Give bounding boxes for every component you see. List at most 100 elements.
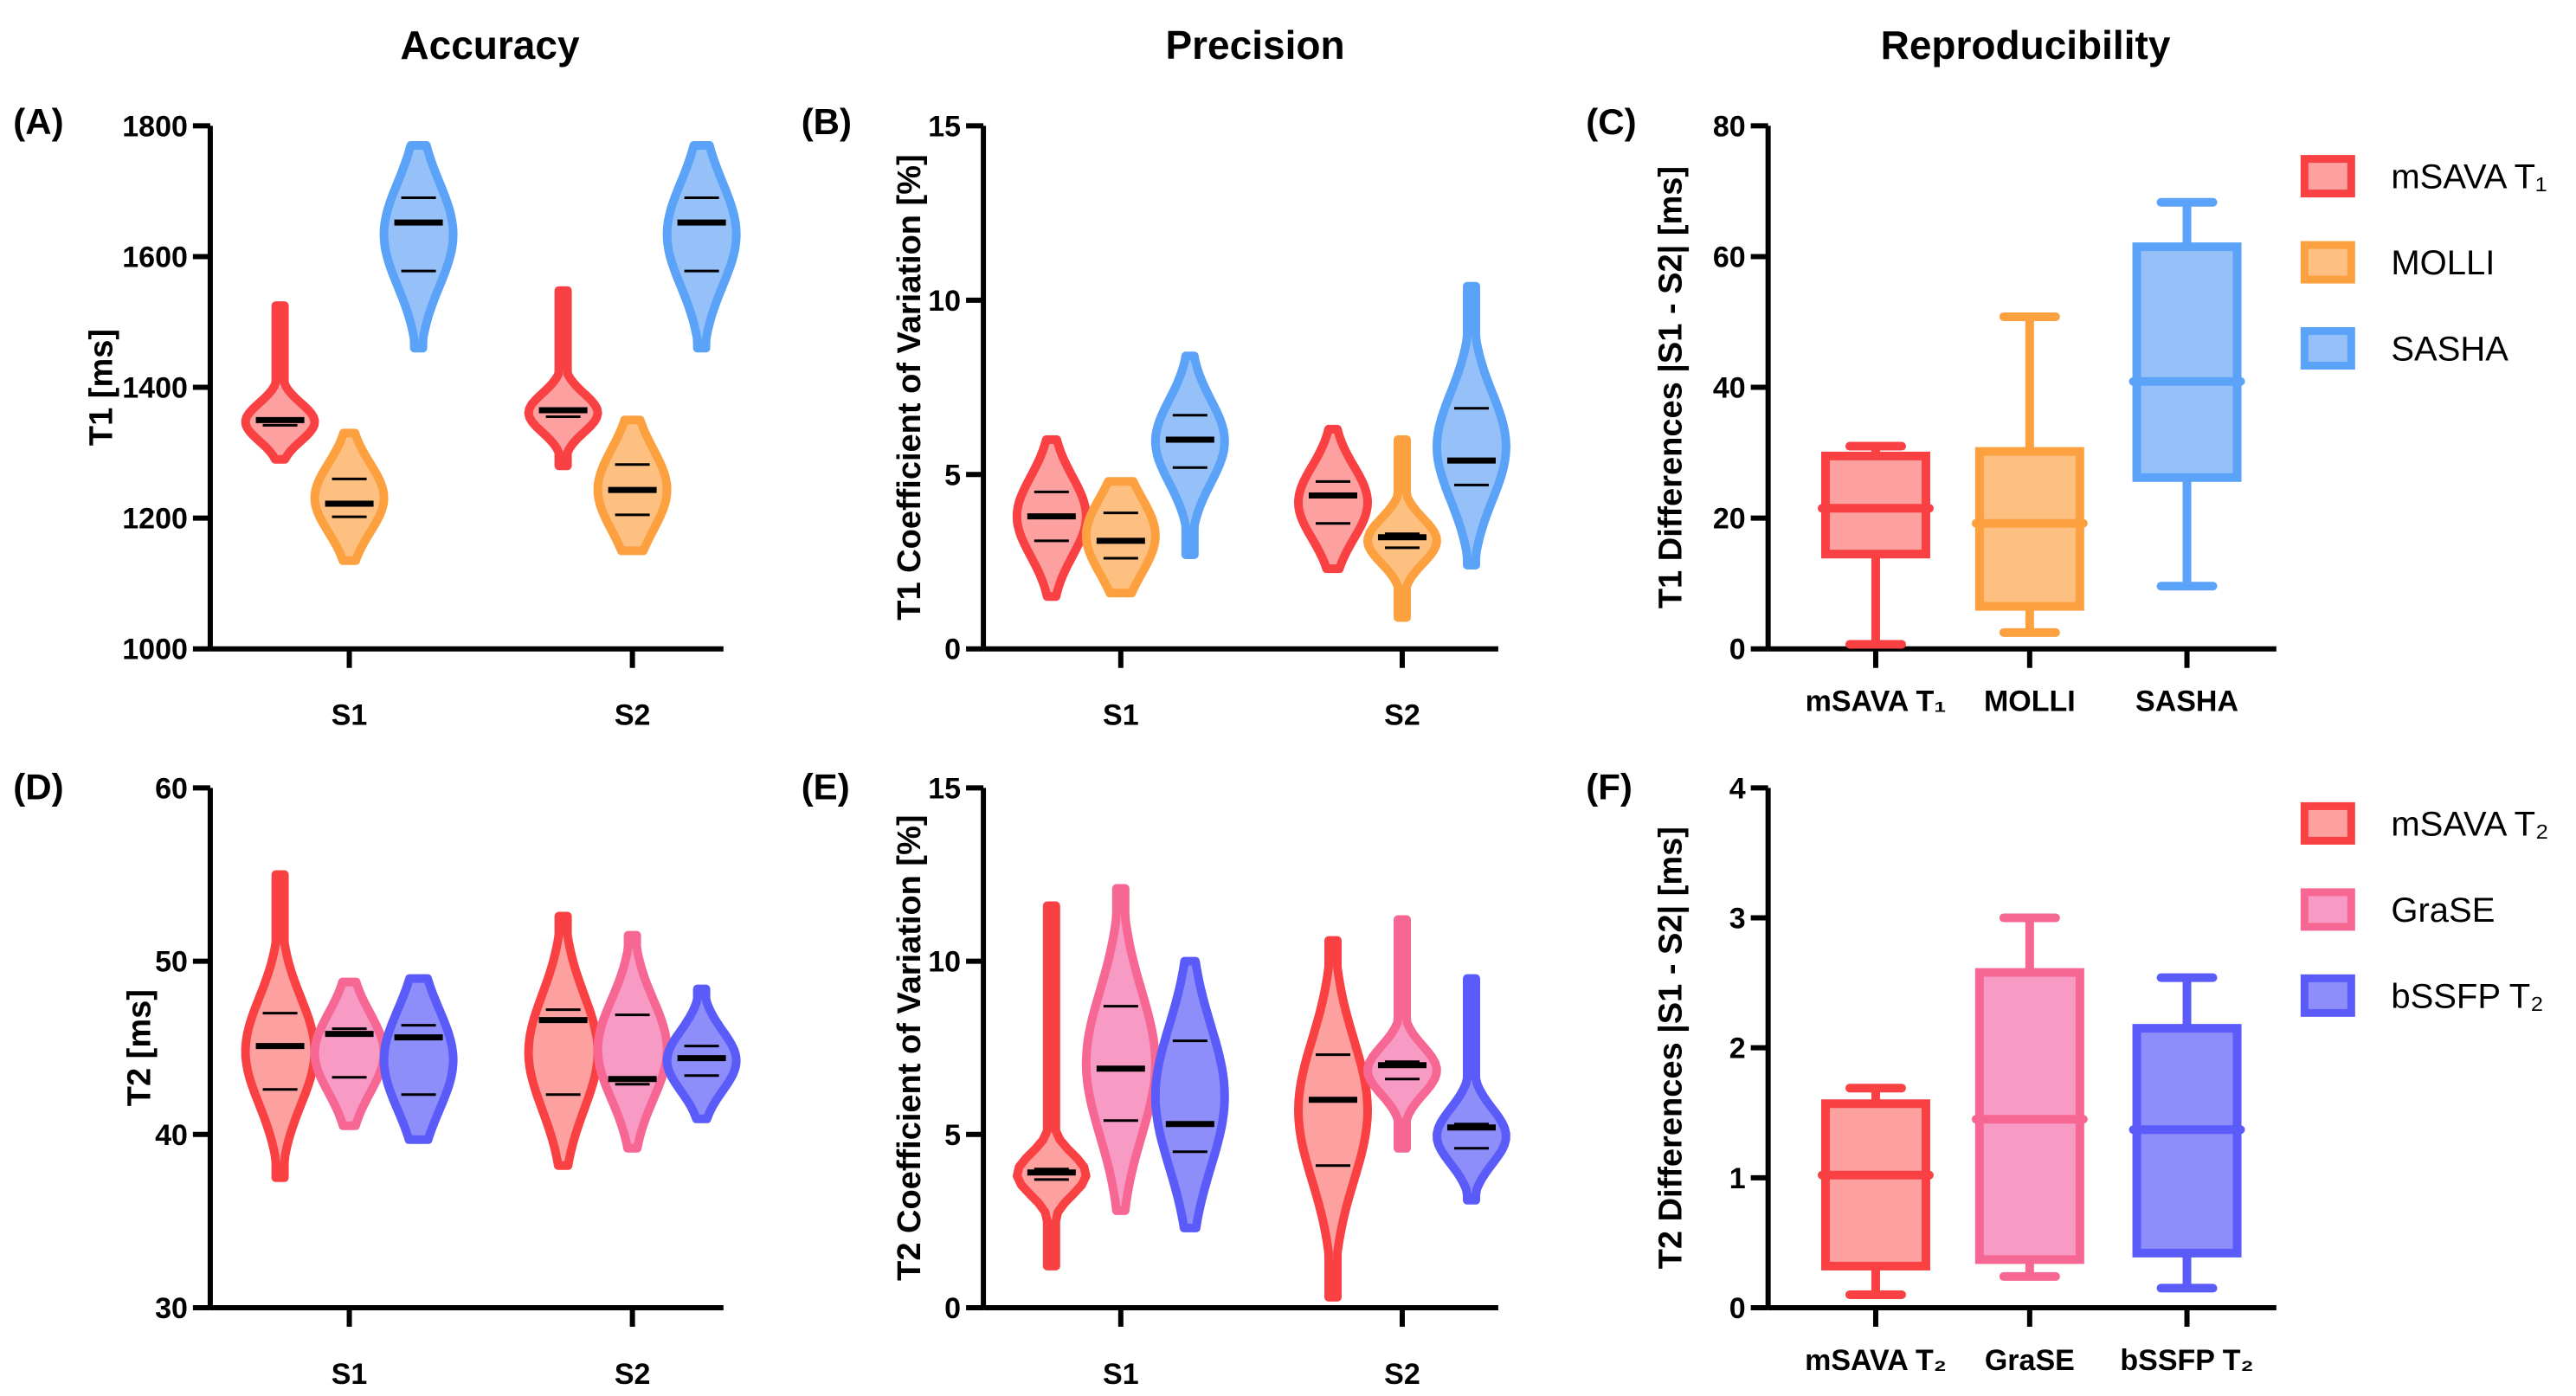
- y-axis-label: T1 Coefficient of Variation [%]: [892, 154, 928, 620]
- x-tick-label: mSAVA T₁: [1806, 685, 1947, 718]
- y-tick-label: 60: [1713, 241, 1746, 273]
- violin-molli: [593, 415, 672, 556]
- y-tick-label: 1600: [122, 241, 188, 273]
- violin-msava-t2: [1013, 901, 1091, 1271]
- y-tick-label: 0: [1729, 1292, 1746, 1325]
- x-tick-label: S2: [1384, 1358, 1420, 1391]
- x-tick-label: S1: [332, 699, 368, 732]
- box-sasha: [2132, 242, 2242, 482]
- y-tick-label: 5: [944, 1119, 961, 1152]
- panel-label: (D): [13, 767, 63, 807]
- legend-label: mSAVA T₁: [2391, 158, 2547, 196]
- violin-molli: [1363, 435, 1441, 622]
- legend-swatch: [2300, 241, 2355, 284]
- violin-molli: [1081, 477, 1160, 598]
- x-tick-label: S1: [1103, 699, 1139, 732]
- violin-bssfp-t2: [662, 984, 741, 1123]
- y-tick-label: 20: [1713, 503, 1746, 536]
- y-tick-label: 1200: [122, 503, 188, 536]
- y-tick-label: 15: [928, 772, 961, 805]
- legend-swatch: [2300, 155, 2355, 198]
- violin-sasha: [1433, 281, 1510, 569]
- x-tick-label: S2: [615, 1358, 651, 1391]
- y-tick-label: 0: [1729, 634, 1746, 666]
- x-tick-label: S2: [1384, 699, 1420, 732]
- legend-label: mSAVA T₂: [2391, 805, 2548, 843]
- y-tick-label: 10: [928, 946, 961, 979]
- x-tick-label: MOLLI: [1984, 685, 2076, 718]
- y-tick-label: 30: [155, 1292, 188, 1325]
- y-tick-label: 0: [944, 1292, 961, 1325]
- violin-msava-t1: [524, 286, 602, 471]
- x-tick-label: S1: [1103, 1358, 1139, 1391]
- x-tick-label: bSSFP T₂: [2120, 1344, 2253, 1377]
- column-title-precision: Precision: [1165, 23, 1344, 68]
- x-tick-label: GraSE: [1985, 1344, 2075, 1377]
- violin-grase: [310, 977, 389, 1130]
- y-tick-label: 1400: [122, 372, 188, 405]
- y-axis-label: T2 Coefficient of Variation [%]: [892, 814, 928, 1280]
- panel-f: (F) 0 1 2 3 4 T2 Differences |S1 - S2| [ms] mSA…: [1586, 767, 2277, 1377]
- panel-label: (C): [1586, 101, 1636, 142]
- panel-label: (B): [802, 101, 852, 142]
- violin-sasha: [662, 141, 741, 353]
- y-axis-label: T2 Differences |S1 - S2| [ms]: [1653, 827, 1690, 1269]
- x-tick-label: mSAVA T₂: [1805, 1344, 1947, 1377]
- y-tick-label: 15: [928, 110, 961, 143]
- y-tick-label: 50: [155, 946, 188, 979]
- violin-bssfp-t2: [1150, 956, 1229, 1232]
- legend-swatch: [2300, 327, 2355, 370]
- panel-label: (A): [13, 101, 63, 142]
- y-axis-label: T2 [ms]: [121, 989, 158, 1106]
- x-tick-label: S1: [332, 1358, 368, 1391]
- violin-bssfp-t2: [379, 974, 458, 1144]
- y-tick-label: 10: [928, 285, 961, 318]
- y-tick-label: 40: [155, 1119, 188, 1152]
- legend-label: SASHA: [2391, 331, 2508, 369]
- violin-msava-t1: [1294, 424, 1372, 574]
- legend-t2: mSAVA T₂ GraSE bSSFP T₂: [2300, 801, 2549, 1017]
- violin-msava-t2: [524, 911, 602, 1170]
- y-tick-label: 5: [944, 459, 961, 492]
- panel-label: (E): [802, 767, 850, 807]
- violin-grase: [1081, 884, 1160, 1215]
- violin-molli: [310, 428, 389, 565]
- panel-label: (F): [1586, 767, 1633, 807]
- y-tick-label: 1: [1729, 1162, 1746, 1195]
- legend-label: GraSE: [2391, 891, 2495, 930]
- box-bssfp-t2: [2132, 1024, 2242, 1258]
- legend-label: bSSFP T₂: [2391, 977, 2543, 1015]
- y-tick-label: 40: [1713, 372, 1746, 405]
- violin-msava-t2: [241, 870, 319, 1182]
- legend-label: MOLLI: [2391, 244, 2495, 282]
- violin-grase: [1363, 915, 1441, 1153]
- y-tick-label: 4: [1729, 772, 1746, 805]
- panel-a: (A) 1000 1200 1400 1600 1800 T1 [ms] S1 S2: [13, 101, 741, 732]
- panel-d: (D) 30 40 50 60 T2 [ms] S1 S2: [13, 767, 741, 1391]
- legend-swatch: [2300, 888, 2355, 931]
- y-axis-label: T1 Differences |S1 - S2| [ms]: [1653, 166, 1690, 608]
- legend-t1: mSAVA T₁ MOLLI SASHA: [2300, 155, 2547, 370]
- column-title-accuracy: Accuracy: [400, 23, 580, 68]
- violin-msava-t1: [241, 301, 319, 464]
- y-axis-label: T1 [ms]: [83, 329, 119, 446]
- box-msava-t2: [1820, 1099, 1930, 1271]
- y-tick-label: 1800: [122, 110, 188, 143]
- legend-swatch: [2300, 974, 2355, 1017]
- y-tick-label: 0: [944, 634, 961, 666]
- box-molli: [1974, 447, 2084, 611]
- x-tick-label: SASHA: [2135, 685, 2238, 718]
- y-tick-label: 80: [1713, 110, 1746, 143]
- y-tick-label: 2: [1729, 1033, 1746, 1065]
- violin-sasha: [379, 141, 458, 353]
- violin-sasha: [1150, 351, 1229, 559]
- y-tick-label: 60: [155, 772, 188, 805]
- y-tick-label: 1000: [122, 634, 188, 666]
- violin-grase: [593, 930, 672, 1153]
- panel-c: (C) 0 20 40 60 80 T1 Differences |S1 - S2| [ms…: [1586, 101, 2277, 718]
- y-tick-label: 3: [1729, 903, 1746, 936]
- column-title-reproducibility: Reproducibility: [1881, 23, 2171, 68]
